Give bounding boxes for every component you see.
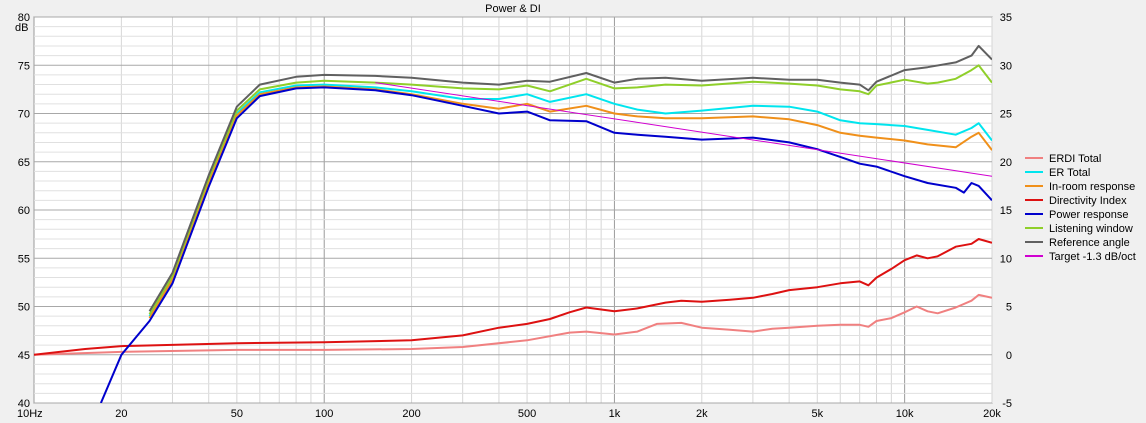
series-line-4 — [99, 86, 992, 403]
x-tick-label: 100 — [315, 408, 333, 420]
legend-label: ER Total — [1049, 167, 1090, 179]
legend-label: ERDI Total — [1049, 153, 1101, 165]
series-line-1 — [148, 83, 992, 317]
x-tick-label: 10k — [896, 408, 914, 420]
x-tick-label: 1k — [609, 408, 621, 420]
y-tick-label-left: 80 — [18, 12, 30, 24]
chart-title: Power & DI — [485, 3, 541, 15]
legend: ERDI Total ER Total In-room response Direct… — [1025, 153, 1136, 263]
x-tick-label: 500 — [518, 408, 536, 420]
series-line-3 — [34, 238, 992, 356]
series-line-2 — [148, 85, 992, 319]
legend-label: Target -1.3 dB/oct — [1049, 251, 1136, 263]
series-lines — [34, 44, 992, 403]
series-line-7 — [375, 82, 992, 177]
y-tick-label-left: 75 — [18, 60, 30, 72]
y-tick-label-right: 10 — [1000, 253, 1012, 265]
y-tick-label-left: 70 — [18, 109, 30, 121]
x-tick-label: 2k — [696, 408, 708, 420]
y-tick-label-left: 60 — [18, 205, 30, 217]
y-tick-label-right: 5 — [1006, 302, 1012, 314]
y-tick-label-left: 45 — [18, 350, 30, 362]
x-tick-label: 5k — [811, 408, 823, 420]
y-tick-label-left: 50 — [18, 302, 30, 314]
y-tick-label-right: -5 — [1002, 398, 1012, 410]
legend-label: Directivity Index — [1049, 195, 1127, 207]
grid-lines — [33, 16, 993, 404]
y-tick-label-left: 55 — [18, 253, 30, 265]
y-axis-label-left: dB — [15, 22, 28, 34]
series-line-0 — [34, 293, 992, 356]
y-axis-ticks-left: 40 45 50 55 60 65 70 75 80 — [18, 12, 30, 410]
y-tick-label-right: 25 — [1000, 109, 1012, 121]
y-tick-label-right: 30 — [1000, 60, 1012, 72]
y-tick-label-left: 65 — [18, 157, 30, 169]
x-tick-label: 10Hz — [17, 408, 43, 420]
y-axis-ticks-right: -5 0 5 10 15 20 25 30 35 — [1000, 12, 1012, 410]
x-tick-label: 200 — [402, 408, 420, 420]
y-tick-label-right: 0 — [1006, 350, 1012, 362]
y-tick-label-right: 20 — [1000, 157, 1012, 169]
legend-label: Reference angle — [1049, 237, 1130, 249]
series-line-5 — [148, 64, 992, 315]
x-tick-label: 20k — [983, 408, 1001, 420]
x-tick-label: 50 — [231, 408, 243, 420]
legend-label: Power response — [1049, 209, 1129, 221]
y-tick-label-left: 40 — [18, 398, 30, 410]
y-tick-label-right: 15 — [1000, 205, 1012, 217]
x-axis-ticks: 10Hz 20 50 100 200 500 1k 2k 5k 10k 20k — [17, 408, 1001, 420]
legend-label: Listening window — [1049, 223, 1133, 235]
legend-label: In-room response — [1049, 181, 1135, 193]
y-tick-label-right: 35 — [1000, 12, 1012, 24]
series-line-6 — [148, 44, 992, 312]
x-tick-label: 20 — [115, 408, 127, 420]
